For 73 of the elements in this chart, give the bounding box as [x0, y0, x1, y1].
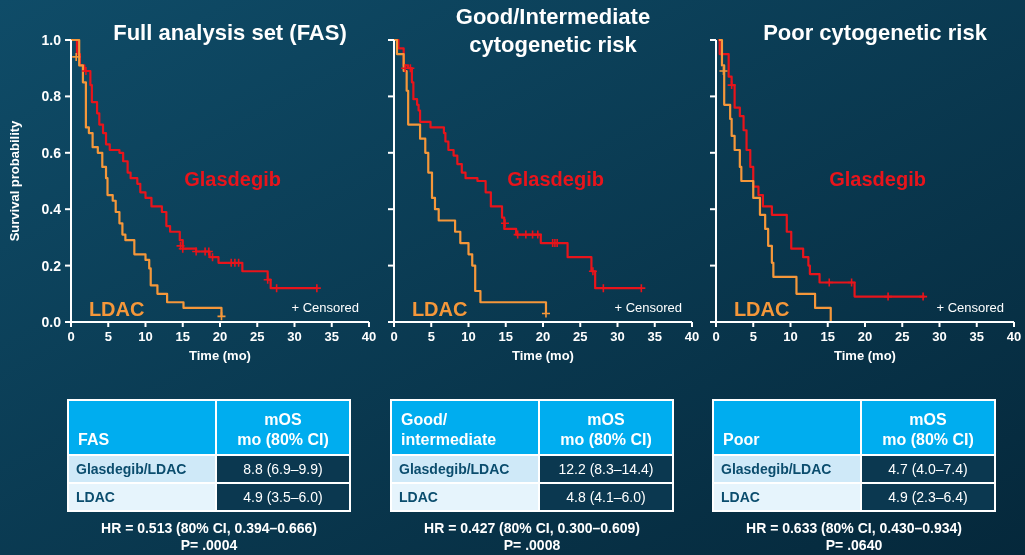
- y-tick-label: 0.4: [41, 201, 62, 218]
- y-axis-title: Survival probability: [7, 119, 22, 242]
- y-tick-label: 0.8: [41, 88, 62, 105]
- text: mOS mo (80% CI): [560, 411, 652, 448]
- text: Poor: [723, 431, 760, 448]
- x-tick-label: 35: [647, 329, 662, 344]
- series-label: Glasdegib: [184, 168, 281, 190]
- x-axis-title: Time (mo): [834, 348, 896, 363]
- x-tick-label: 0: [390, 329, 398, 344]
- x-tick-label: 40: [1006, 329, 1022, 344]
- x-tick-label: 35: [969, 329, 984, 344]
- text: Glasdegib/LDAC: [399, 461, 510, 477]
- annotation: + Censored: [614, 300, 682, 315]
- text: P= .0640: [825, 537, 883, 553]
- series-label: LDAC: [88, 298, 145, 320]
- text: 4.8 (4.1–6.0): [566, 489, 646, 505]
- text: mOS mo (80% CI): [882, 411, 974, 448]
- series-label: Glasdegib: [507, 168, 604, 190]
- x-tick-label: 20: [535, 329, 551, 344]
- y-tick-label: 1.0: [41, 31, 62, 48]
- text: 4.9 (3.5–6.0): [243, 489, 323, 505]
- series-label: LDAC: [733, 298, 790, 320]
- x-tick-label: 20: [212, 329, 228, 344]
- x-tick-label: 0: [712, 329, 720, 344]
- chart-title: Good/Intermediate cytogenetic risk: [455, 4, 651, 57]
- text: FAS: [78, 431, 110, 448]
- text: Glasdegib/LDAC: [76, 461, 187, 477]
- x-tick-label: 15: [498, 329, 513, 344]
- y-tick-label: 0.0: [41, 313, 62, 330]
- x-tick-label: 30: [610, 329, 625, 344]
- x-tick-label: 40: [684, 329, 700, 344]
- text: LDAC: [399, 489, 438, 505]
- text: 12.2 (8.3–14.4): [558, 461, 654, 477]
- x-tick-label: 30: [287, 329, 302, 344]
- text: 4.9 (2.3–6.4): [888, 489, 968, 505]
- chart-title: Full analysis set (FAS): [113, 20, 347, 45]
- chart-title: Poor cytogenetic risk: [763, 20, 988, 45]
- text: P= .0008: [503, 537, 561, 553]
- x-tick-label: 35: [324, 329, 339, 344]
- x-tick-label: 5: [749, 329, 757, 344]
- text: Good/ intermediate: [401, 411, 497, 448]
- x-tick-label: 25: [895, 329, 910, 344]
- text: 4.7 (4.0–7.4): [888, 461, 968, 477]
- text: HR = 0.513 (80% CI, 0.394–0.666): [101, 520, 317, 536]
- x-axis-title: Time (mo): [512, 348, 574, 363]
- y-tick-label: 0.2: [41, 257, 62, 274]
- text: mOS mo (80% CI): [237, 411, 329, 448]
- x-tick-label: 30: [932, 329, 947, 344]
- text: P= .0004: [180, 537, 238, 553]
- x-tick-label: 5: [104, 329, 112, 344]
- text: HR = 0.633 (80% CI, 0.430–0.934): [746, 520, 962, 536]
- x-tick-label: 5: [427, 329, 435, 344]
- x-tick-label: 20: [857, 329, 873, 344]
- x-tick-label: 10: [783, 329, 798, 344]
- text: HR = 0.427 (80% CI, 0.300–0.609): [424, 520, 640, 536]
- text: LDAC: [721, 489, 760, 505]
- x-tick-label: 10: [138, 329, 153, 344]
- x-tick-label: 25: [573, 329, 588, 344]
- y-tick-label: 0.6: [41, 144, 62, 161]
- x-tick-label: 15: [820, 329, 835, 344]
- x-tick-label: 25: [250, 329, 265, 344]
- x-tick-label: 10: [461, 329, 476, 344]
- x-tick-label: 0: [67, 329, 75, 344]
- text: LDAC: [76, 489, 115, 505]
- annotation: + Censored: [291, 300, 359, 315]
- text: Glasdegib: [829, 168, 926, 190]
- x-axis-title: Time (mo): [189, 348, 251, 363]
- x-tick-label: 40: [361, 329, 377, 344]
- text: Glasdegib/LDAC: [721, 461, 832, 477]
- annotation: + Censored: [936, 300, 1004, 315]
- x-tick-label: 15: [175, 329, 190, 344]
- text: 8.8 (6.9–9.9): [243, 461, 323, 477]
- series-label: LDAC: [411, 298, 468, 320]
